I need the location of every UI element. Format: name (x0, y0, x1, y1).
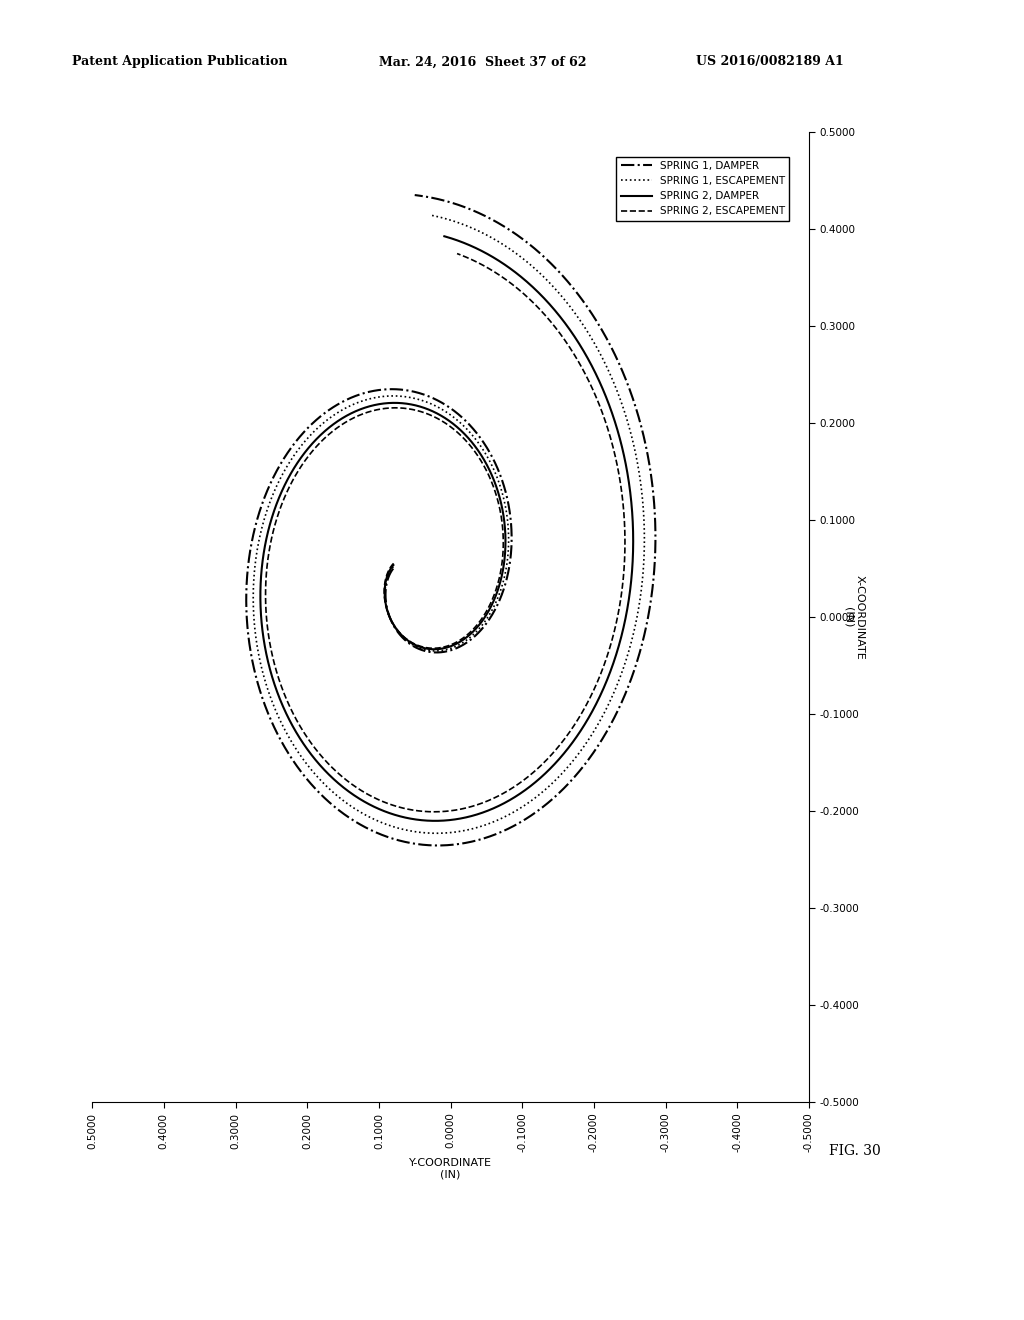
Text: Patent Application Publication: Patent Application Publication (72, 55, 287, 69)
Text: Mar. 24, 2016  Sheet 37 of 62: Mar. 24, 2016 Sheet 37 of 62 (379, 55, 587, 69)
Text: US 2016/0082189 A1: US 2016/0082189 A1 (696, 55, 844, 69)
Text: FIG. 30: FIG. 30 (829, 1144, 881, 1158)
X-axis label: Y-COORDINATE
(IN): Y-COORDINATE (IN) (409, 1158, 493, 1180)
Legend: SPRING 1, DAMPER, SPRING 1, ESCAPEMENT, SPRING 2, DAMPER, SPRING 2, ESCAPEMENT: SPRING 1, DAMPER, SPRING 1, ESCAPEMENT, … (616, 157, 790, 220)
Y-axis label: X-COORDINATE
(IN): X-COORDINATE (IN) (843, 574, 864, 660)
